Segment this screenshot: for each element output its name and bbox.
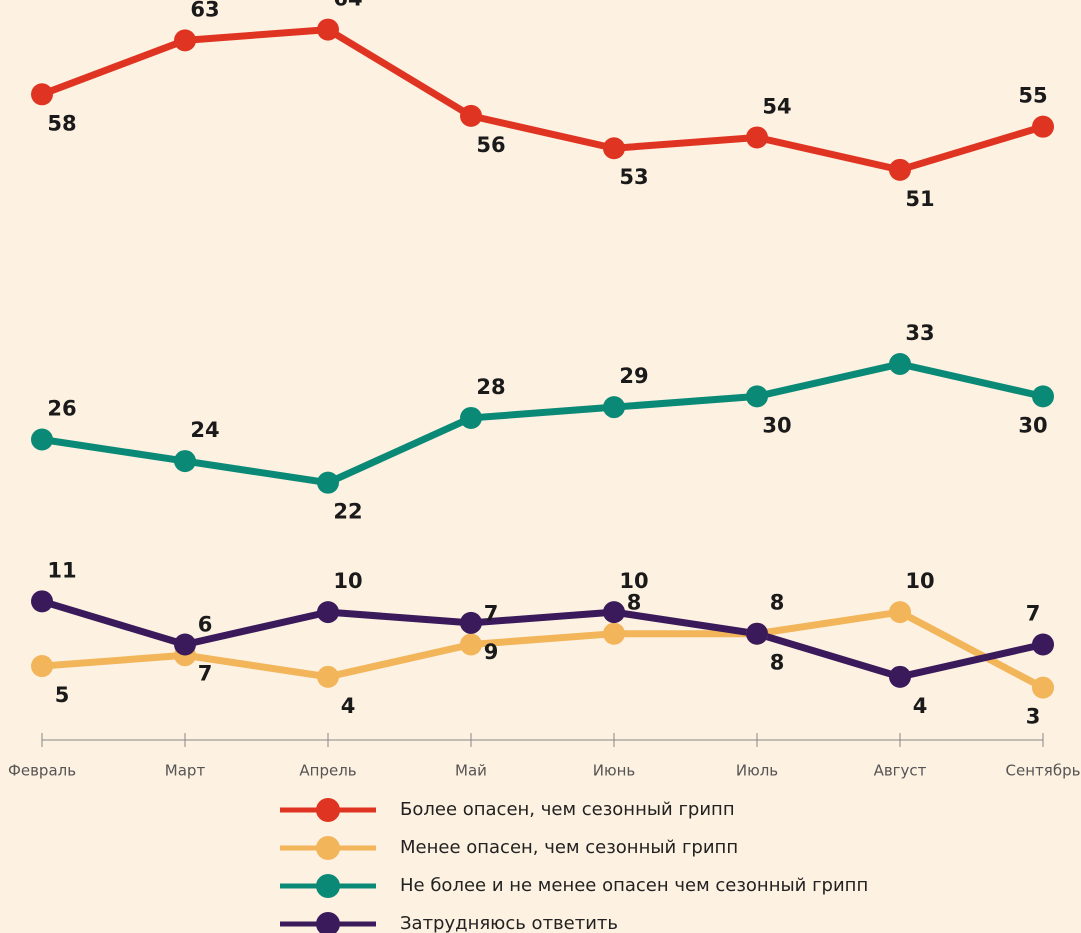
value-label: 11: [47, 558, 76, 582]
value-label: 7: [198, 661, 213, 685]
point: [460, 104, 482, 127]
value-label: 64: [333, 0, 362, 11]
point: [1032, 633, 1054, 656]
series-line: [41, 360, 1044, 487]
point: [317, 601, 339, 624]
value-label: 8: [770, 591, 785, 615]
value-label: 10: [619, 569, 648, 593]
point: [746, 385, 768, 408]
point: [174, 29, 196, 52]
point: [174, 633, 196, 656]
series-line: [40, 597, 1044, 681]
legend-label: Более опасен, чем сезонный грипп: [400, 799, 735, 820]
point: [31, 655, 53, 678]
point: [317, 665, 339, 688]
value-label: 29: [619, 364, 648, 388]
x-tick-label: Февраль: [8, 762, 76, 780]
value-label: 7: [484, 601, 499, 625]
series-line: [40, 26, 1045, 174]
legend-label: Не более и не менее опасен чем сезонный …: [400, 875, 868, 896]
point: [1032, 676, 1054, 699]
point: [603, 622, 625, 645]
value-label: 24: [190, 418, 219, 442]
point: [460, 611, 482, 634]
legend-label: Затрудняюсь ответить: [400, 913, 618, 933]
point: [889, 665, 911, 688]
value-label: 28: [476, 375, 505, 399]
value-label: 53: [619, 165, 648, 189]
value-label: 4: [341, 694, 356, 718]
point: [746, 622, 768, 645]
point: [889, 158, 911, 181]
value-label: 6: [198, 612, 213, 636]
point: [603, 137, 625, 160]
value-label: 30: [1018, 413, 1047, 437]
value-label: 8: [627, 591, 642, 615]
value-label: 8: [770, 651, 785, 675]
x-tick-label: Апрель: [299, 762, 356, 780]
point: [460, 633, 482, 656]
value-label: 54: [762, 94, 791, 118]
value-label: 63: [190, 0, 219, 21]
value-label: 56: [476, 133, 505, 157]
point: [889, 353, 911, 375]
value-label: 22: [333, 500, 362, 524]
series-line: [41, 608, 1045, 691]
x-tick-label: Август: [874, 762, 927, 780]
legend-marker: [316, 798, 340, 822]
value-label: 9: [484, 640, 499, 664]
point: [31, 590, 53, 613]
value-label: 30: [762, 413, 791, 437]
value-label: 58: [47, 111, 76, 135]
point: [174, 450, 196, 473]
point: [603, 601, 625, 624]
value-label: 5: [55, 683, 70, 707]
point: [317, 471, 339, 494]
point: [746, 126, 768, 149]
legend-marker: [316, 874, 340, 898]
point: [1032, 385, 1054, 408]
point: [31, 83, 53, 106]
x-tick-label: Май: [455, 762, 487, 780]
value-label: 4: [913, 694, 928, 718]
legend-marker: [316, 912, 340, 933]
value-label: 10: [905, 569, 934, 593]
legend-marker: [316, 836, 340, 860]
value-label: 26: [47, 397, 76, 421]
x-tick-label: Июль: [736, 762, 778, 780]
value-label: 51: [905, 187, 934, 211]
value-label: 55: [1018, 84, 1047, 108]
value-label: 10: [333, 569, 362, 593]
x-tick-label: Март: [165, 762, 206, 780]
point: [603, 396, 625, 419]
legend-label: Менее опасен, чем сезонный грипп: [400, 837, 738, 858]
x-tick-label: Июнь: [593, 762, 636, 780]
point: [317, 18, 339, 41]
point: [460, 406, 482, 429]
point: [31, 428, 53, 451]
value-label: 7: [1026, 601, 1041, 625]
point: [889, 601, 911, 624]
point: [1032, 115, 1054, 138]
x-tick-label: Сентябрь: [1006, 762, 1081, 780]
value-label: 33: [905, 321, 934, 345]
value-label: 3: [1026, 705, 1041, 729]
